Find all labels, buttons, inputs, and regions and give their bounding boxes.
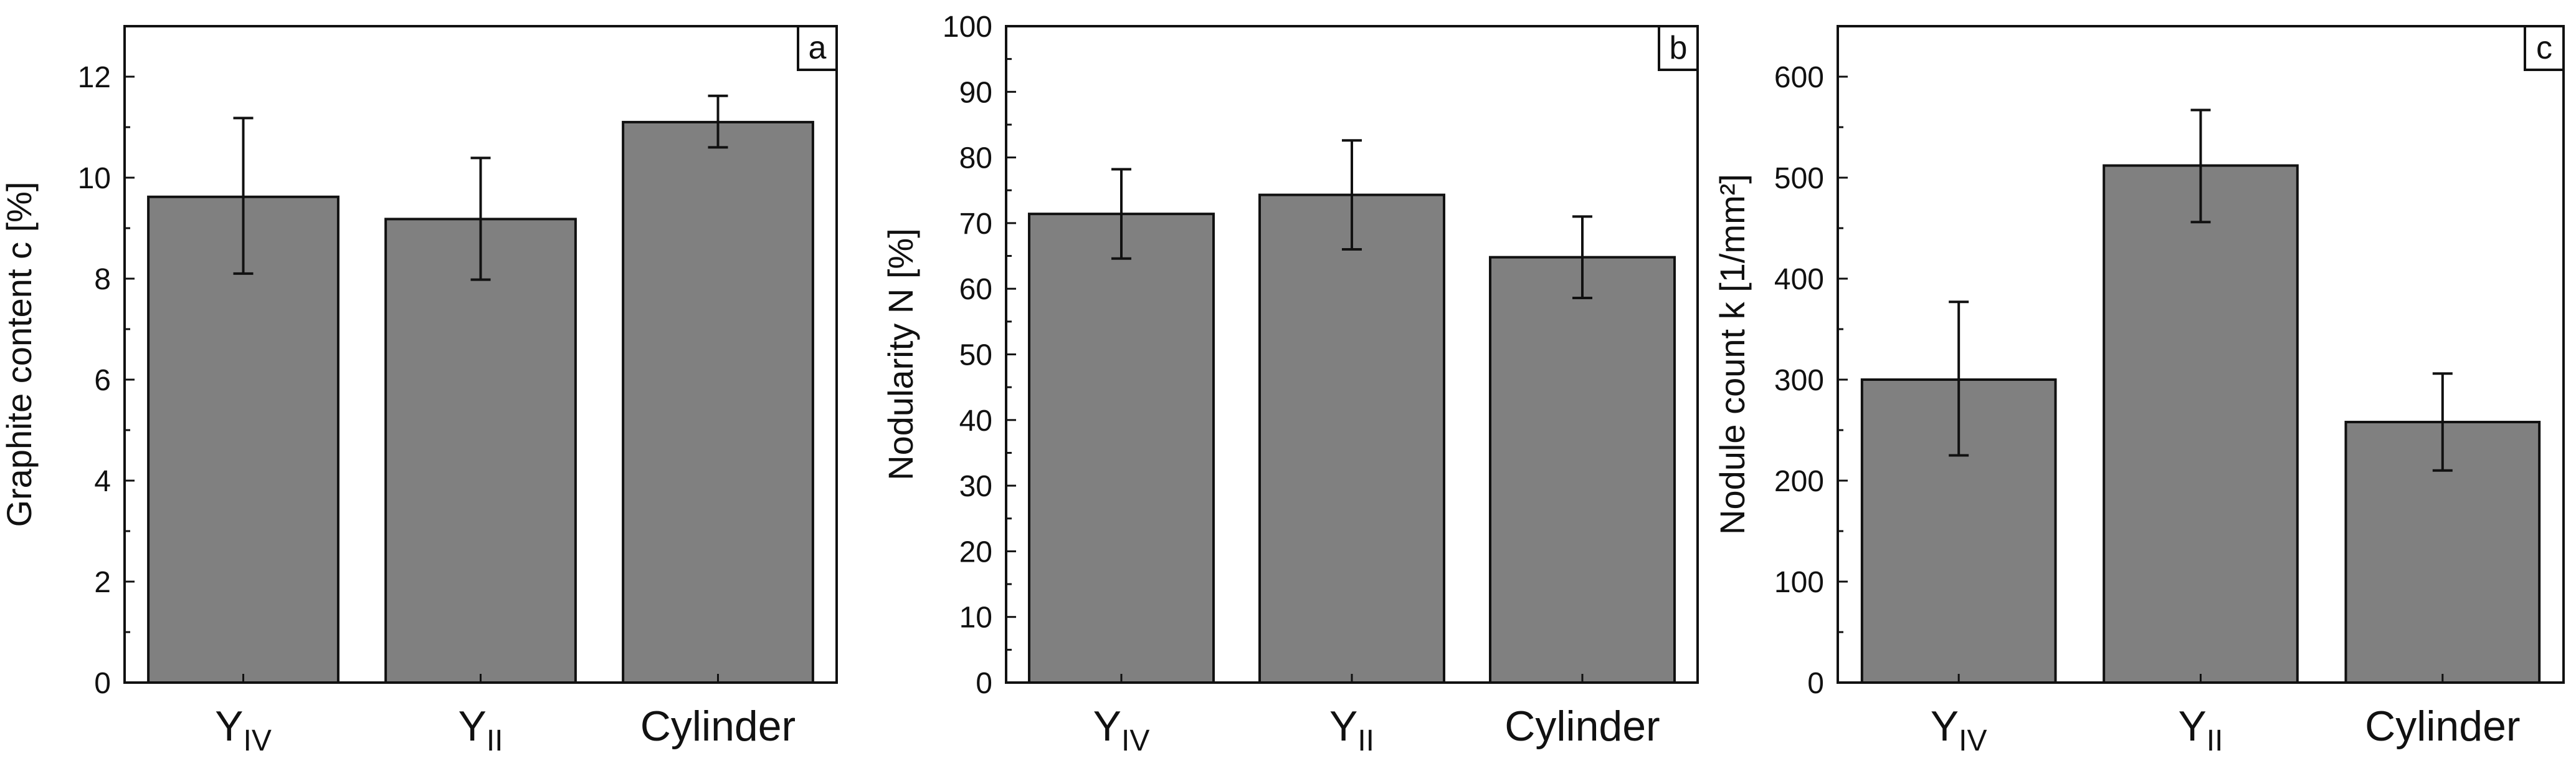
chart-panel-a: YIV YII Cylinder 0 2 4 6 8 10 12 Graphite content … — [0, 25, 838, 757]
bar — [622, 120, 814, 684]
error-bar — [233, 117, 254, 275]
bar — [147, 195, 340, 684]
error-bar — [708, 94, 728, 149]
plot-frame — [1005, 25, 1699, 684]
error-bar — [1572, 215, 1592, 299]
chart-panels: YIV YII Cylinder 0 2 4 6 8 10 12 Graphite content … — [0, 11, 2565, 757]
y-tick-label: 70 — [959, 208, 992, 241]
x-tick-label: YII — [458, 703, 503, 757]
y-axis-label: Graphite content c [%] — [0, 181, 39, 527]
y-tick-label: 0 — [94, 667, 111, 700]
x-tick-label: YIV — [1931, 703, 1987, 757]
plot-frame — [1837, 25, 2565, 684]
y-tick-label: 4 — [94, 465, 111, 498]
y-tick-label: 40 — [959, 405, 992, 438]
y-tick-label: 400 — [1774, 263, 1824, 296]
y-tick-label: 100 — [1774, 566, 1824, 599]
y-tick-label: 80 — [959, 142, 992, 175]
x-tick-label: Cylinder — [640, 703, 796, 750]
panel-label: c — [2536, 30, 2552, 66]
panel-label-box — [797, 25, 838, 71]
y-tick-label: 100 — [943, 11, 992, 44]
panel-label-box — [1658, 25, 1699, 71]
bar — [1489, 256, 1676, 684]
panel-label: a — [809, 30, 827, 66]
y-tick-label: 600 — [1774, 61, 1824, 94]
panel-label-box — [2524, 25, 2565, 71]
x-tick-label: Cylinder — [1504, 703, 1660, 750]
error-bar — [1111, 168, 1131, 260]
y-axis-label: Nodularity N [%] — [881, 228, 920, 481]
y-tick-label: 50 — [959, 339, 992, 372]
y-tick-label: 0 — [1807, 667, 1824, 700]
x-tick-label: YIV — [215, 703, 272, 757]
bar — [1028, 213, 1215, 684]
bar — [384, 218, 577, 684]
x-tick-label: Cylinder — [2365, 703, 2520, 750]
y-tick-label: 8 — [94, 263, 111, 296]
y-tick-label: 90 — [959, 76, 992, 109]
x-tick-label: YII — [2178, 703, 2223, 757]
x-tick-label: YIV — [1093, 703, 1150, 757]
error-bar — [1949, 300, 1969, 457]
y-tick-label: 500 — [1774, 162, 1824, 195]
y-axis-label: Nodule count k [1/mm²] — [1713, 174, 1752, 535]
chart-panel-b: YIV YII Cylinder 0 10 20 30 40 50 60 70 80 90 100 Nodu… — [881, 11, 1699, 757]
error-bar — [470, 156, 491, 281]
y-tick-label: 12 — [78, 61, 111, 94]
error-bar — [2432, 372, 2453, 472]
bar — [1258, 193, 1445, 684]
y-tick-label: 30 — [959, 470, 992, 503]
y-tick-label: 2 — [94, 566, 111, 599]
y-tick-label: 0 — [976, 667, 992, 700]
y-tick-label: 20 — [959, 535, 992, 569]
y-tick-label: 6 — [94, 364, 111, 397]
y-tick-label: 60 — [959, 273, 992, 306]
chart-panel-c: YIV YII Cylinder 0 100 200 300 400 500 600 Nodule … — [1713, 25, 2565, 757]
y-tick-label: 10 — [959, 602, 992, 635]
y-tick-label: 300 — [1774, 364, 1824, 397]
y-tick-label: 200 — [1774, 465, 1824, 498]
x-tick-label: YII — [1329, 703, 1374, 757]
bar — [2103, 164, 2299, 684]
y-tick-label: 10 — [78, 162, 111, 195]
error-bar — [1342, 139, 1362, 251]
plot-frame — [123, 25, 838, 684]
error-bar — [2190, 108, 2211, 224]
panel-label: b — [1670, 30, 1688, 66]
